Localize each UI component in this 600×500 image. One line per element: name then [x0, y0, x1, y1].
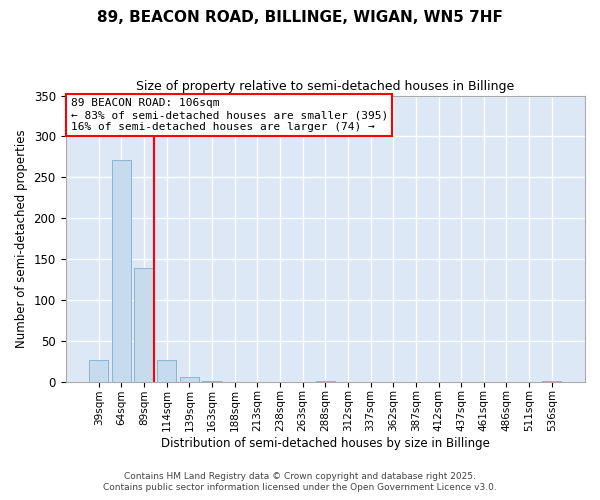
Bar — [180, 377, 199, 382]
Bar — [157, 360, 176, 382]
Text: Contains HM Land Registry data © Crown copyright and database right 2025.
Contai: Contains HM Land Registry data © Crown c… — [103, 472, 497, 492]
Bar — [542, 381, 562, 382]
X-axis label: Distribution of semi-detached houses by size in Billinge: Distribution of semi-detached houses by … — [161, 437, 490, 450]
Y-axis label: Number of semi-detached properties: Number of semi-detached properties — [15, 130, 28, 348]
Title: Size of property relative to semi-detached houses in Billinge: Size of property relative to semi-detach… — [136, 80, 514, 93]
Bar — [112, 160, 131, 382]
Text: 89, BEACON ROAD, BILLINGE, WIGAN, WN5 7HF: 89, BEACON ROAD, BILLINGE, WIGAN, WN5 7H… — [97, 10, 503, 25]
Bar — [134, 268, 154, 382]
Bar — [89, 360, 109, 382]
Text: 89 BEACON ROAD: 106sqm
← 83% of semi-detached houses are smaller (395)
16% of se: 89 BEACON ROAD: 106sqm ← 83% of semi-det… — [71, 98, 388, 132]
Bar — [316, 381, 335, 382]
Bar — [202, 381, 221, 382]
